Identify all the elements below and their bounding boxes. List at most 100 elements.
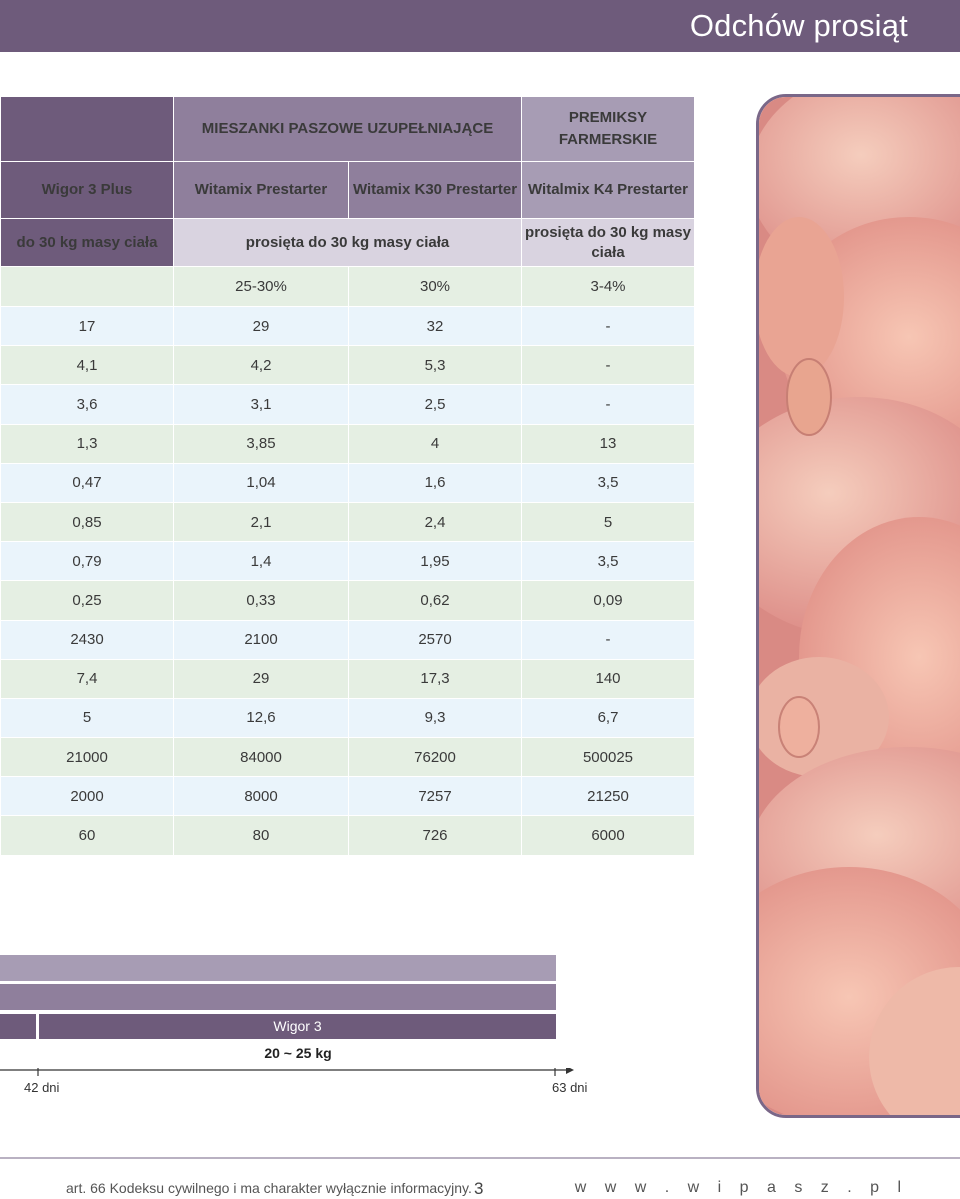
table-cell: 76200 <box>348 737 522 778</box>
table-cell: 80 <box>173 815 349 856</box>
dosage-cell: 30% <box>348 266 522 307</box>
timeline-end-label: 63 dni <box>552 1080 588 1095</box>
table-row: 21000 84000 76200 500025 <box>0 737 695 778</box>
table-cell: 1,6 <box>348 462 522 503</box>
table-cell: 60 <box>0 815 174 856</box>
table-cell: 21000 <box>0 737 174 778</box>
table-row: 3,6 3,1 2,5- <box>0 384 695 425</box>
page-header-bar: Odchów prosiąt <box>0 0 960 52</box>
table-cell: 6000 <box>521 815 695 856</box>
table-cell: 3,1 <box>173 384 349 425</box>
table-cell: 1,3 <box>0 423 174 464</box>
table-cell: 2570 <box>348 619 522 660</box>
timeline-start-label: 42 dni <box>24 1080 60 1095</box>
table-cell: 9,3 <box>348 697 522 739</box>
usage-cell: prosięta do 30 kg masy ciała <box>173 218 522 267</box>
group-header-row: MIESZANKI PASZOWE UZUPEŁNIAJĄCE PREMIKSY… <box>0 96 695 162</box>
table-cell: 1,95 <box>348 541 522 582</box>
timeline-bar-label: Wigor 3 <box>273 1018 322 1034</box>
table-cell: 2100 <box>173 619 349 660</box>
table-cell: - <box>521 345 695 386</box>
footer-divider <box>0 1157 960 1159</box>
page-title: Odchów prosiąt <box>689 8 908 43</box>
table-cell: 0,79 <box>0 541 174 582</box>
table-cell: 5 <box>521 501 695 543</box>
table-cell: 7257 <box>348 776 522 817</box>
table-cell: 17,3 <box>348 658 522 699</box>
product-header: Witamix K30 Prestarter <box>348 161 522 219</box>
dosage-cell <box>0 266 174 307</box>
table-cell: 3,6 <box>0 384 174 425</box>
table-cell: 29 <box>173 305 349 347</box>
table-row: 2000 8000 7257 21250 <box>0 776 695 817</box>
table-cell: 140 <box>521 658 695 699</box>
table-cell: - <box>521 305 695 347</box>
table-cell: 21250 <box>521 776 695 817</box>
table-cell: 5 <box>0 697 174 739</box>
usage-cell: do 30 kg masy ciała <box>0 218 174 267</box>
table-cell: 29 <box>173 658 349 699</box>
table-cell: 0,47 <box>0 462 174 503</box>
table-cell: 0,33 <box>173 580 349 621</box>
table-cell: 1,4 <box>173 541 349 582</box>
table-body: 17 29 32-4,1 4,2 5,3-3,6 3,1 2,5-1,3 3,85 4 13 0,4… <box>0 305 695 856</box>
table-cell: 32 <box>348 305 522 347</box>
piglets-photo <box>756 94 960 1118</box>
table-row: 7,4 29 17,3 140 <box>0 658 695 699</box>
table-cell: 13 <box>521 423 695 464</box>
table-cell: 726 <box>348 815 522 856</box>
table-cell: 2000 <box>0 776 174 817</box>
timeline-bar <box>0 955 556 981</box>
table-cell: 4,2 <box>173 345 349 386</box>
table-row: 5 12,6 9,3 6,7 <box>0 697 695 739</box>
table-cell: 0,62 <box>348 580 522 621</box>
table-cell: 500025 <box>521 737 695 778</box>
dosage-cell: 25-30% <box>173 266 349 307</box>
table-cell: 2430 <box>0 619 174 660</box>
table-cell: 2,1 <box>173 501 349 543</box>
table-cell: - <box>521 384 695 425</box>
timeline-axis <box>0 1068 574 1076</box>
table-cell: 4 <box>348 423 522 464</box>
product-header: Witamix Prestarter <box>173 161 349 219</box>
timeline-weight-label: 20 ~ 25 kg <box>264 1045 332 1061</box>
table-row: 1,3 3,85 4 13 <box>0 423 695 464</box>
piglets-image <box>759 97 960 1115</box>
table-row: 17 29 32- <box>0 305 695 347</box>
table-cell: 12,6 <box>173 697 349 739</box>
page-number: 3 <box>474 1179 484 1198</box>
table-cell: 1,04 <box>173 462 349 503</box>
dosage-row: 25-30% 30% 3-4% <box>0 266 695 307</box>
table-cell: 3,5 <box>521 462 695 503</box>
table-cell: - <box>521 619 695 660</box>
table-cell: 2,4 <box>348 501 522 543</box>
table-cell: 6,7 <box>521 697 695 739</box>
table-cell: 3,85 <box>173 423 349 464</box>
footer-note: art. 66 Kodeksu cywilnego i ma charakter… <box>66 1180 472 1196</box>
product-header-row: Wigor 3 Plus Witamix Prestarter Witamix … <box>0 161 695 219</box>
table-cell: 8000 <box>173 776 349 817</box>
table-cell: 2,5 <box>348 384 522 425</box>
table-row: 2430 2100 2570- <box>0 619 695 660</box>
timeline-bar-wigor3: Wigor 3 <box>0 1014 556 1039</box>
table-cell: 17 <box>0 305 174 347</box>
table-row: 60 80 726 6000 <box>0 815 695 856</box>
timeline-bar <box>0 984 556 1010</box>
table-cell: 7,4 <box>0 658 174 699</box>
table-row: 4,1 4,2 5,3- <box>0 345 695 386</box>
table-cell: 4,1 <box>0 345 174 386</box>
feed-comparison-table: MIESZANKI PASZOWE UZUPEŁNIAJĄCE PREMIKSY… <box>0 96 695 856</box>
usage-cell: prosięta do 30 kg masy ciała <box>521 218 695 267</box>
table-cell: 0,85 <box>0 501 174 543</box>
table-cell: 84000 <box>173 737 349 778</box>
table-cell: 0,25 <box>0 580 174 621</box>
mixes-group-header: MIESZANKI PASZOWE UZUPEŁNIAJĄCE <box>173 96 522 162</box>
usage-row: do 30 kg masy ciała prosięta do 30 kg ma… <box>0 218 695 267</box>
product-header: Wigor 3 Plus <box>0 161 174 219</box>
table-cell: 0,09 <box>521 580 695 621</box>
table-row: 0,47 1,04 1,6 3,5 <box>0 462 695 503</box>
premix-group-header: PREMIKSY FARMERSKIE <box>521 96 695 162</box>
dosage-cell: 3-4% <box>521 266 695 307</box>
timeline-divider <box>36 1014 39 1039</box>
website-link[interactable]: w w w . w i p a s z . p l <box>574 1179 908 1196</box>
